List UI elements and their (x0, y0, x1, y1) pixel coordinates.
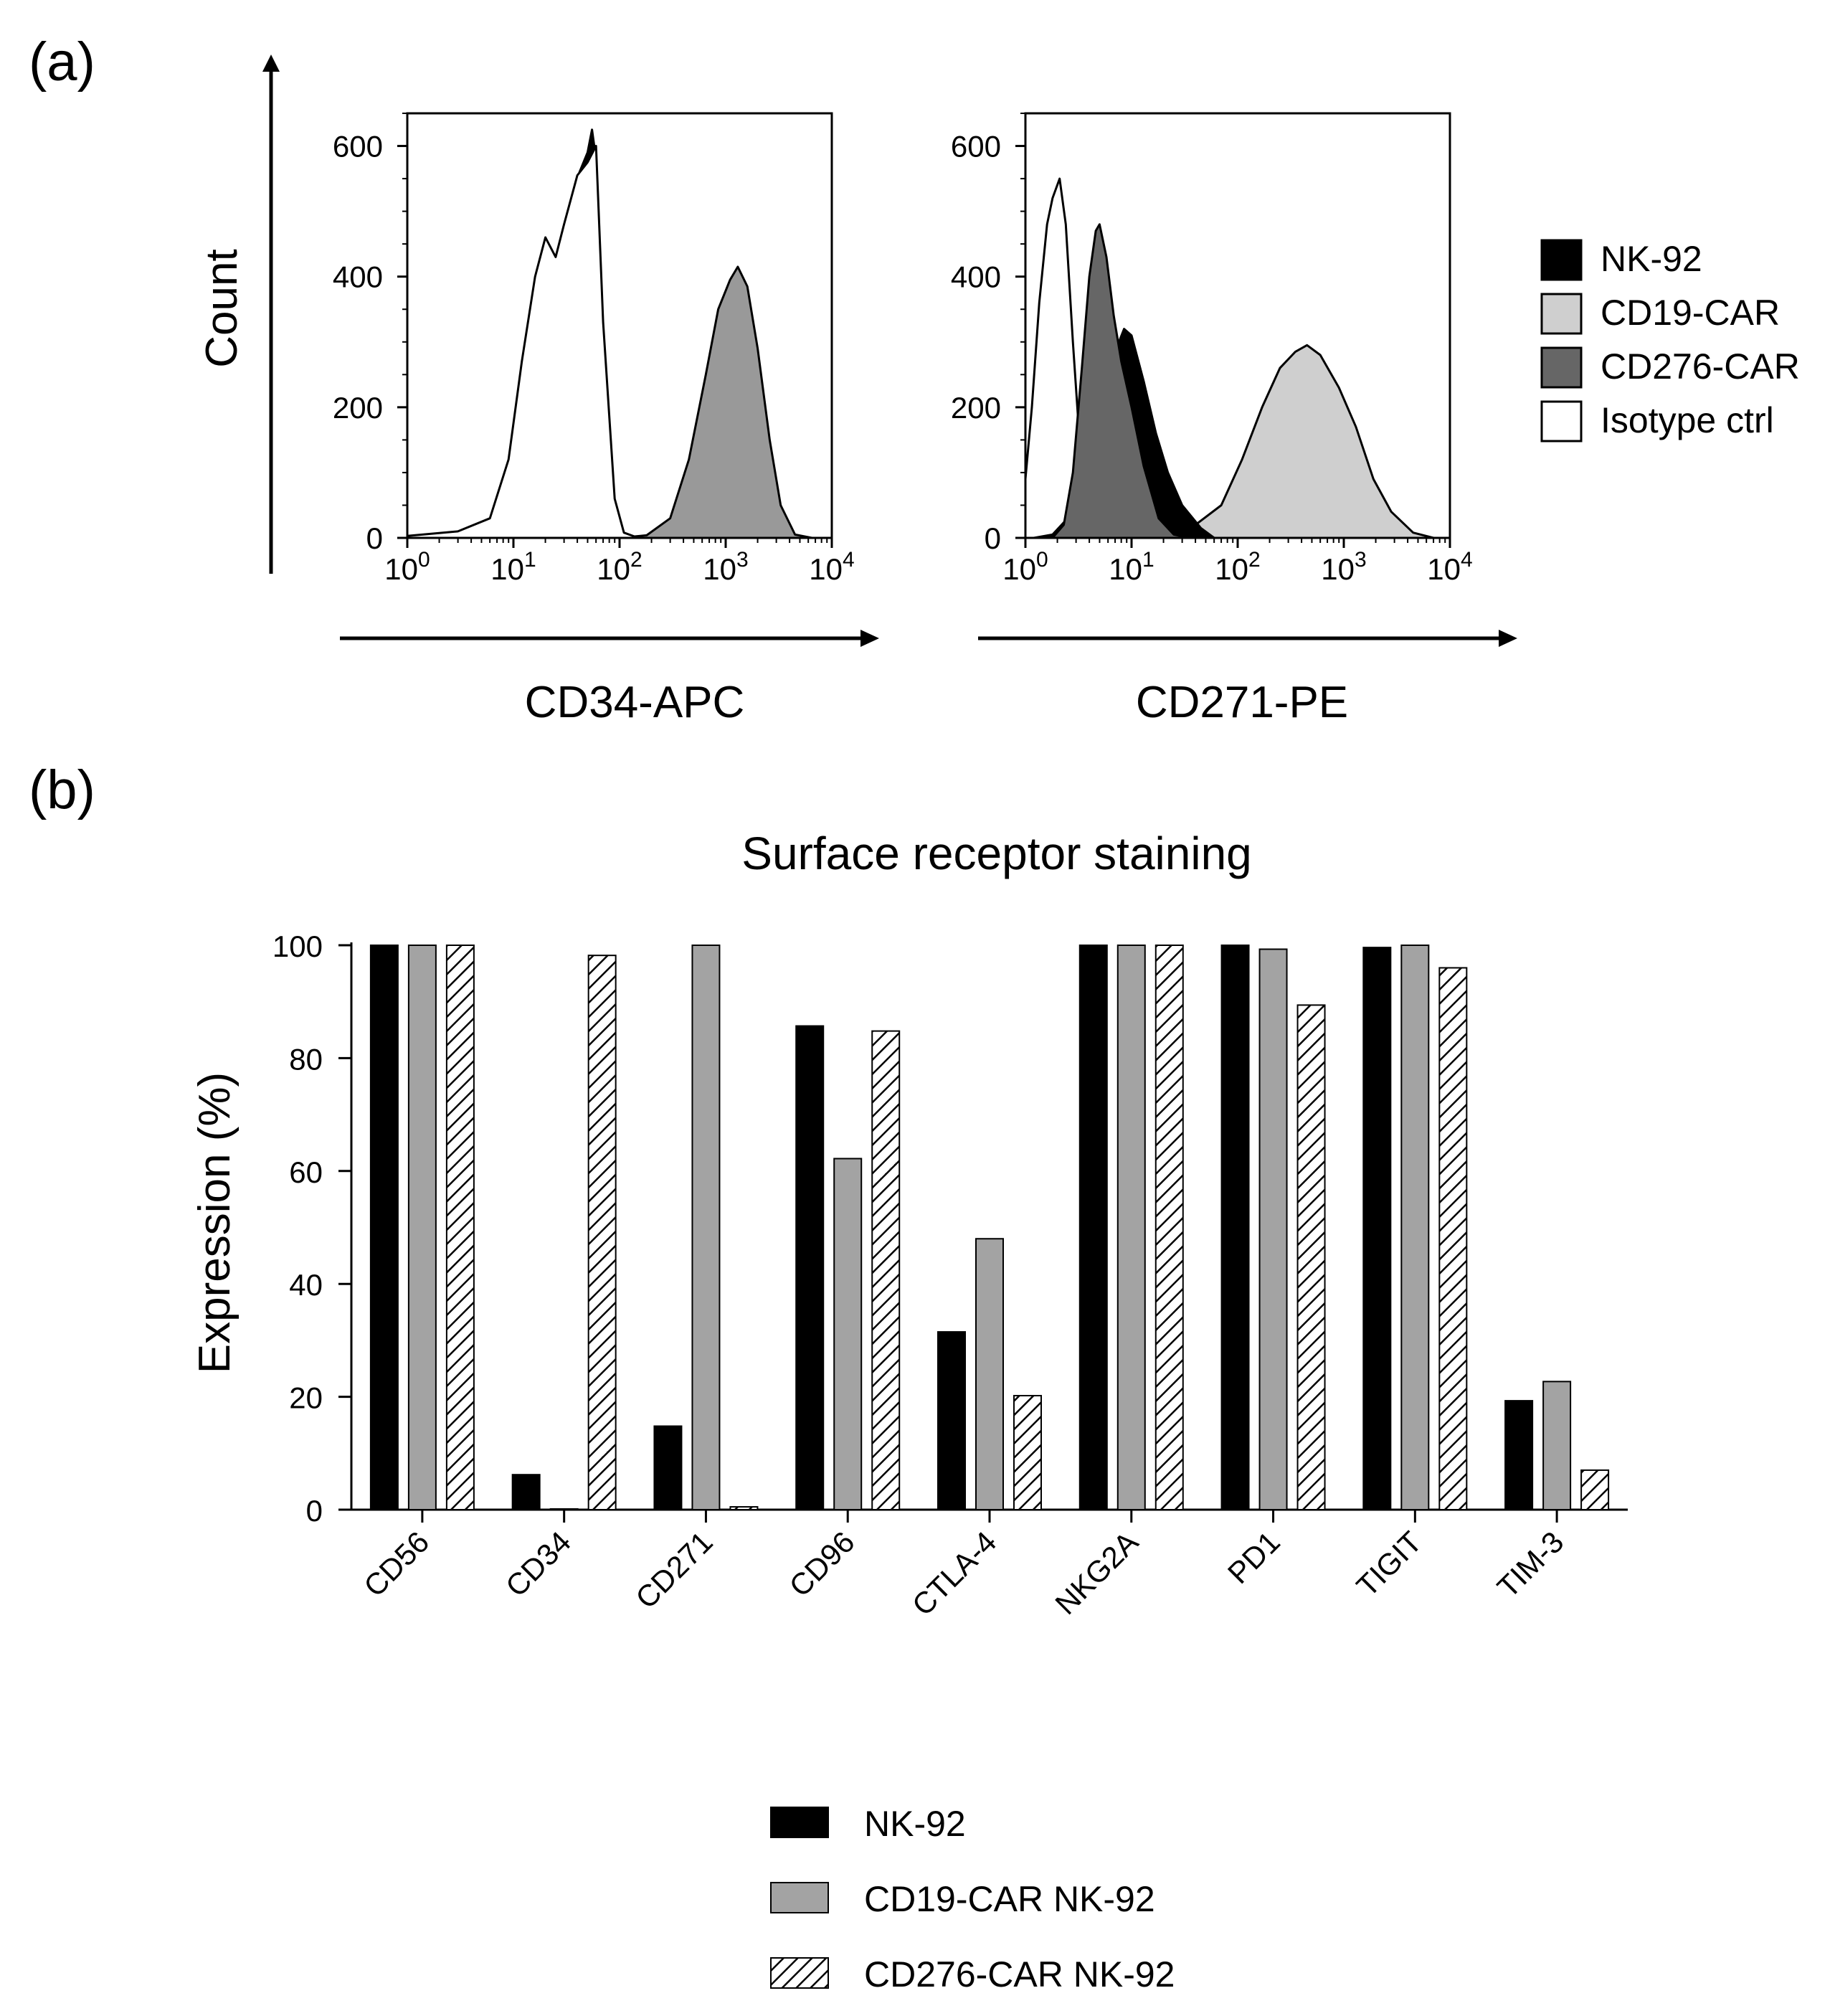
x-tick-label-pd1: PD1 (1221, 1525, 1286, 1590)
x-tick-label: 104 (1427, 548, 1472, 586)
bar-cd56-cd19-car-nk-92 (407, 945, 437, 1510)
bar-cd271-nk-92 (653, 1425, 683, 1511)
bar-cd56-cd276-car-nk-92 (445, 945, 475, 1510)
legend-label-cd19-car: CD19-CAR (1601, 293, 1780, 333)
x-tick-label-cd96: CD96 (782, 1525, 860, 1603)
bar-legend-label-nk-92: NK-92 (864, 1804, 966, 1844)
bar-legend-label-cd19-car-nk-92: CD19-CAR NK-92 (864, 1879, 1155, 1919)
expression-axis-title: Expression (%) (190, 1072, 240, 1373)
bar-pd1-cd19-car-nk-92 (1258, 948, 1288, 1511)
y-tick-label: 0 (306, 1494, 323, 1528)
bar-tigit-cd276-car-nk-92 (1438, 967, 1468, 1510)
bar-ctla-4-cd19-car-nk-92 (975, 1238, 1004, 1510)
y-tick-label: 60 (289, 1155, 323, 1189)
legend-label-nk-92: NK-92 (1601, 239, 1702, 279)
x-tick-label: 102 (1215, 548, 1260, 586)
x-tick-label-cd56: CD56 (357, 1525, 435, 1603)
x-tick-label-nkg2a: NKG2A (1048, 1525, 1144, 1621)
histogram-series-cd271-pe-positive (1130, 344, 1435, 539)
x-tick-label: 100 (1002, 548, 1048, 586)
bar-cd96-cd19-car-nk-92 (833, 1158, 863, 1510)
cd34-x-arrow (340, 630, 879, 647)
bar-legend-swatch-cd276-car-nk-92 (770, 1957, 829, 1989)
bar-pd1-cd276-car-nk-92 (1296, 1004, 1326, 1510)
bar-legend-label-cd276-car-nk-92: CD276-CAR NK-92 (864, 1954, 1175, 1994)
histogram-series-cd34-apc-positive (618, 265, 813, 539)
bar-ctla-4-nk-92 (937, 1331, 966, 1510)
y-tick-label: 600 (333, 130, 383, 164)
bar-cd271-cd19-car-nk-92 (691, 945, 721, 1510)
x-tick-label: 101 (490, 548, 536, 586)
x-tick-label-tim-3: TIM-3 (1491, 1525, 1570, 1604)
x-tick-label: 101 (1109, 548, 1154, 586)
bar-tigit-cd19-car-nk-92 (1400, 945, 1430, 1510)
y-tick-label: 400 (951, 260, 1001, 294)
y-tick-label: 100 (272, 929, 323, 963)
y-tick-label: 0 (985, 521, 1001, 555)
cd271-x-arrow (978, 630, 1517, 647)
bar-cd271-cd276-car-nk-92 (729, 1506, 759, 1510)
legend-label-cd276-car: CD276-CAR (1601, 346, 1800, 387)
bar-nkg2a-nk-92 (1078, 945, 1108, 1510)
legend-swatch-isotype-ctrl (1540, 400, 1583, 443)
bar-ctla-4-cd276-car-nk-92 (1013, 1395, 1042, 1510)
x-tick-label: 103 (1321, 548, 1366, 586)
histogram-series-cd276-car (1051, 223, 1190, 539)
x-tick-label-tigit: TIGIT (1350, 1525, 1428, 1603)
cd34-histogram: 0 200 400 600 100 101 102 103 104 (333, 112, 855, 586)
bar-cd96-cd276-car-nk-92 (871, 1030, 901, 1510)
y-tick-label: 600 (951, 130, 1001, 164)
cd34-axis-title: CD34-APC (525, 678, 745, 727)
bar-tim-3-nk-92 (1504, 1400, 1534, 1511)
bar-legend-swatch-cd19-car-nk-92 (770, 1882, 829, 1913)
y-tick-label: 80 (289, 1042, 323, 1076)
bar-tim-3-cd276-car-nk-92 (1580, 1469, 1610, 1510)
count-arrow (262, 55, 280, 574)
panel-a-label: (a) (29, 32, 95, 93)
panel-b-label: (b) (29, 759, 95, 820)
x-tick-label: 104 (809, 548, 854, 586)
count-axis-title: Count (197, 249, 247, 367)
histogram-series-isotype-ctrl (406, 145, 640, 539)
cd271-histogram: 0 200 400 600 100 101 102 103 104 (951, 112, 1473, 586)
legend-label-isotype-ctrl: Isotype ctrl (1601, 400, 1774, 440)
y-tick-label: 200 (951, 391, 1001, 425)
bar-cd34-nk-92 (511, 1474, 541, 1511)
y-tick-label: 200 (333, 391, 383, 425)
bar-legend-swatch-nk-92 (770, 1807, 829, 1838)
bar-cd34-cd19-car-nk-92 (549, 1508, 579, 1510)
y-tick-label: 400 (333, 260, 383, 294)
x-tick-label: 102 (597, 548, 642, 586)
legend-swatch-nk-92 (1540, 239, 1583, 281)
bar-tim-3-cd19-car-nk-92 (1542, 1381, 1572, 1510)
bar-legend: NK-92 CD19-CAR NK-92 CD276-CAR NK-92 (770, 1804, 1175, 1994)
y-tick-label: 0 (366, 521, 383, 555)
y-tick-label: 20 (289, 1381, 323, 1415)
bar-cd96-nk-92 (795, 1025, 825, 1510)
x-tick-label-cd34: CD34 (499, 1525, 577, 1603)
histogram-legend: NK-92 CD19-CAR CD276-CAR Isotype ctrl (1540, 239, 1800, 443)
legend-swatch-cd276-car (1540, 346, 1583, 389)
bar-cd56-nk-92 (369, 945, 399, 1510)
bar-nkg2a-cd276-car-nk-92 (1154, 945, 1184, 1510)
x-tick-label-ctla-4: CTLA-4 (906, 1525, 1003, 1622)
x-tick-label-cd271: CD271 (629, 1525, 719, 1615)
cd271-axis-title: CD271-PE (1136, 678, 1348, 727)
legend-swatch-cd19-car (1540, 293, 1583, 335)
x-tick-label: 100 (384, 548, 430, 586)
bar-chart-title: Surface receptor staining (741, 828, 1252, 879)
bar-chart: 0 20 40 60 80 100 CD56 CD34 CD271 CD96 CTLA-4 NKG2A… (272, 929, 1628, 1622)
bar-pd1-nk-92 (1220, 945, 1250, 1510)
bar-cd34-cd276-car-nk-92 (587, 955, 617, 1510)
bar-tigit-nk-92 (1362, 947, 1392, 1510)
bar-nkg2a-cd19-car-nk-92 (1116, 945, 1146, 1510)
y-tick-label: 40 (289, 1268, 323, 1302)
x-tick-label: 103 (703, 548, 748, 586)
